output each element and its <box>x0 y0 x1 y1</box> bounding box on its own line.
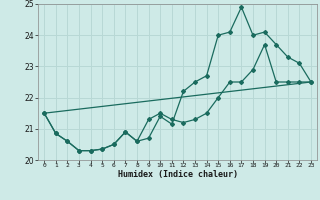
X-axis label: Humidex (Indice chaleur): Humidex (Indice chaleur) <box>118 170 238 179</box>
